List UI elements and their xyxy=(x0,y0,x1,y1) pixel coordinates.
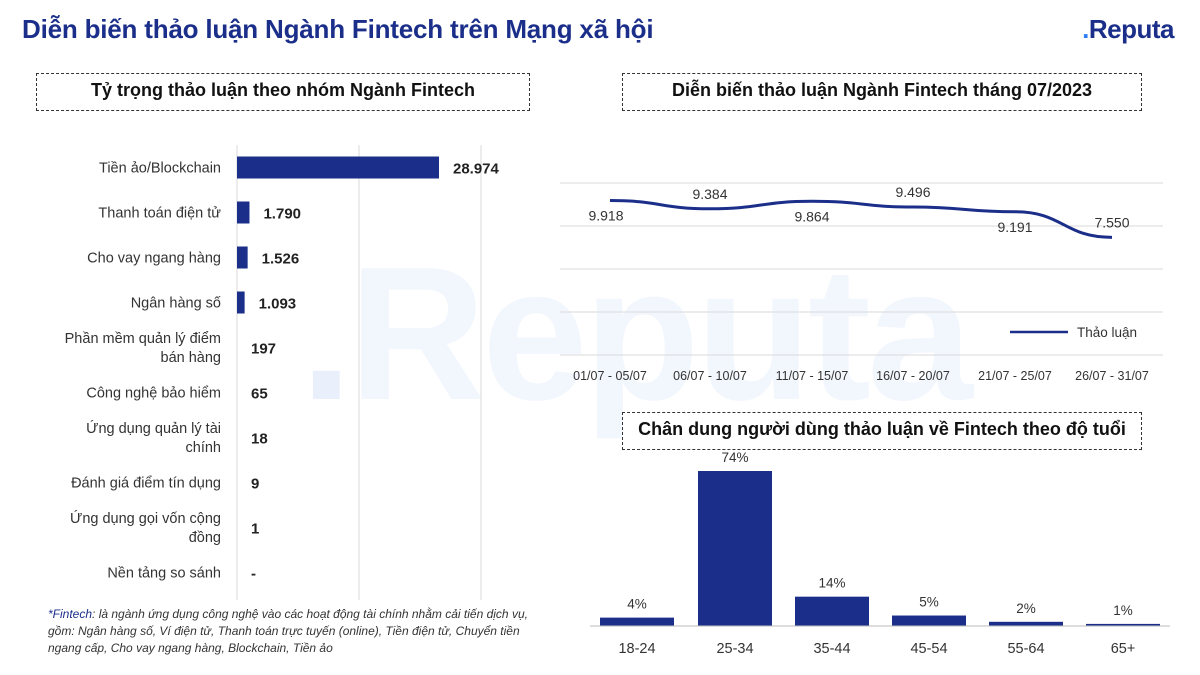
hbar-category-label: chính xyxy=(186,440,221,456)
age-bar xyxy=(795,596,869,626)
line-series-thao-luan xyxy=(609,198,1113,239)
hbar-value-label: 1.093 xyxy=(259,296,297,313)
hbar-bar xyxy=(237,291,245,314)
hbar-category-label: Nền tảng so sánh xyxy=(107,566,221,582)
age-bar xyxy=(698,471,772,626)
hbar-bar xyxy=(237,156,439,179)
hbar-category-label: Phần mềm quản lý điểm xyxy=(65,331,221,347)
line-x-tick-label: 01/07 - 05/07 xyxy=(573,369,647,383)
hbar-value-label: 1.790 xyxy=(263,206,301,223)
line-x-tick-label: 21/07 - 25/07 xyxy=(978,369,1052,383)
page-title: Diễn biến thảo luận Ngành Fintech trên M… xyxy=(22,14,654,44)
footnote-text: : là ngành ứng dụng công nghệ vào các ho… xyxy=(48,607,528,655)
age-category-label: 45-54 xyxy=(910,641,947,657)
line-chart-title: Diễn biến thảo luận Ngành Fintech tháng … xyxy=(622,73,1142,111)
hbar-category-label: Tiền ảo/Blockchain xyxy=(99,161,221,177)
age-chart-title: Chân dung người dùng thảo luận về Fintec… xyxy=(622,412,1142,450)
age-bar xyxy=(989,621,1063,626)
legend-label: Thảo luận xyxy=(1077,325,1137,340)
age-value-label: 4% xyxy=(627,597,647,612)
hbar-value-label: 18 xyxy=(251,431,268,448)
line-data-label: 9.191 xyxy=(997,219,1032,235)
hbar-category-label: Đánh giá điểm tín dụng xyxy=(71,476,221,492)
hbar-bar xyxy=(237,201,250,224)
hbar-value-label: 28.974 xyxy=(453,161,500,178)
age-bar xyxy=(892,615,966,626)
hbar-value-label: 1 xyxy=(251,521,259,538)
line-x-tick-label: 06/07 - 10/07 xyxy=(673,369,747,383)
hbar-value-label: 9 xyxy=(251,476,259,493)
hbar-category-label: bán hàng xyxy=(161,350,221,366)
age-value-label: 1% xyxy=(1113,603,1133,618)
hbar-category-label: Cho vay ngang hàng xyxy=(87,251,221,267)
line-data-label: 9.384 xyxy=(692,186,727,202)
logo-dot: . xyxy=(1082,14,1089,44)
hbar-category-label: đồng xyxy=(189,530,221,546)
line-data-label: 9.918 xyxy=(588,207,623,223)
hbar-category-label: Ứng dụng quản lý tài xyxy=(86,420,221,437)
footnote-term: *Fintech xyxy=(48,607,93,621)
age-category-label: 25-34 xyxy=(716,641,753,657)
hbar-category-label: Ứng dụng gọi vốn cộng xyxy=(70,510,221,527)
footnote: *Fintech: là ngành ứng dụng công nghệ và… xyxy=(48,606,538,657)
line-x-tick-label: 16/07 - 20/07 xyxy=(876,369,950,383)
age-category-label: 18-24 xyxy=(618,641,655,657)
hbar-value-label: 65 xyxy=(251,386,268,403)
age-bar xyxy=(600,617,674,626)
age-bar xyxy=(1086,623,1160,626)
line-data-label: 9.864 xyxy=(794,208,829,224)
watermark-dot: . xyxy=(300,228,353,440)
hbar-category-label: Ngân hàng số xyxy=(131,296,221,312)
line-data-label: 7.550 xyxy=(1094,214,1129,230)
watermark-text: Reputa xyxy=(348,228,973,440)
line-x-tick-label: 11/07 - 15/07 xyxy=(776,369,849,383)
logo-text: Reputa xyxy=(1088,14,1175,44)
age-value-label: 5% xyxy=(919,595,939,610)
age-category-label: 55-64 xyxy=(1007,641,1044,657)
line-x-tick-label: 26/07 - 31/07 xyxy=(1075,369,1149,383)
hbar-value-label: 1.526 xyxy=(262,251,300,268)
hbar-category-label: Công nghệ bảo hiểm xyxy=(86,386,221,402)
line-data-label: 9.496 xyxy=(895,184,930,200)
age-category-label: 35-44 xyxy=(813,641,850,657)
age-value-label: 74% xyxy=(721,450,748,465)
bar-chart-title: Tỷ trọng thảo luận theo nhóm Ngành Finte… xyxy=(36,73,530,111)
watermark-logo: .Reputa xyxy=(300,225,973,443)
age-category-label: 65+ xyxy=(1111,641,1136,657)
hbar-value-label: 197 xyxy=(251,341,276,358)
hbar-category-label: Thanh toán điện tử xyxy=(98,206,221,222)
hbar-value-label: - xyxy=(251,566,256,583)
hbar-bar xyxy=(237,246,248,269)
age-value-label: 2% xyxy=(1016,601,1036,616)
brand-logo: .Reputa xyxy=(1082,14,1174,45)
age-value-label: 14% xyxy=(818,576,845,591)
